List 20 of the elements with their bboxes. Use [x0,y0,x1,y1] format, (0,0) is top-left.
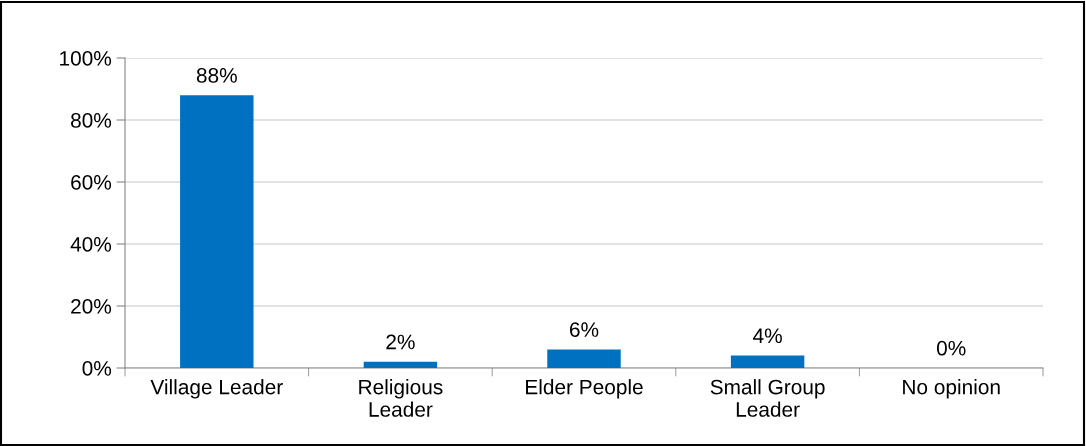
y-tick-label: 100% [60,51,112,66]
y-tick-label: 80% [71,113,112,128]
bar [180,95,254,368]
x-tick-label: No opinion [903,379,1000,399]
data-label: 88% [196,68,237,83]
y-tick-label: 60% [71,175,112,190]
y-tick-label: 20% [71,299,112,314]
bar [547,349,621,368]
bar [730,355,805,368]
y-tick-label: 0% [82,361,112,376]
x-tick-label: Religious Leader [359,379,443,417]
data-label: 2% [386,334,415,350]
x-tick-label: Small Group Leader [710,379,825,417]
x-tick-label: Elder People [526,379,643,399]
data-label: 0% [936,340,966,356]
bar [363,361,438,368]
data-label: 4% [753,328,782,344]
data-label: 6% [570,322,599,337]
x-tick-label: Village Leader [150,379,283,399]
y-tick-label: 40% [70,237,112,252]
